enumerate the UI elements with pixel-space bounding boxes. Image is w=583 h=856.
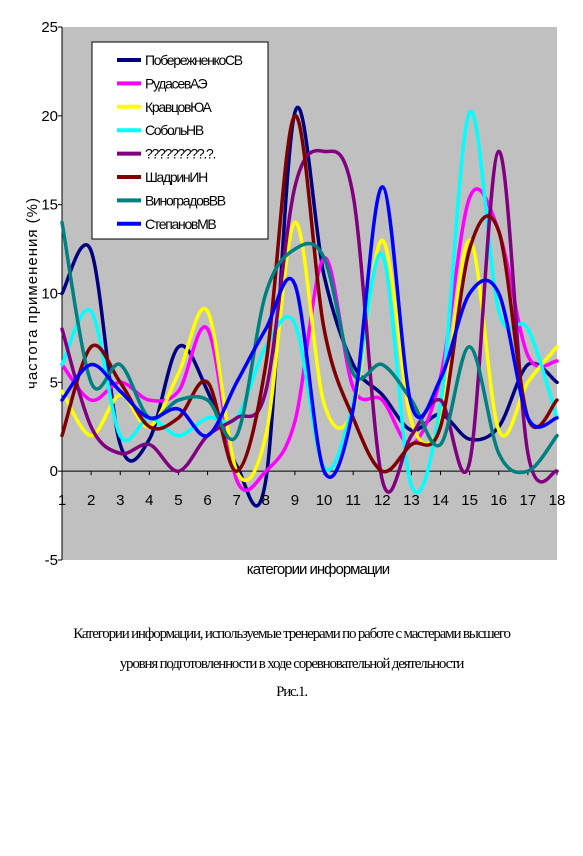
x-axis-title: категории информации xyxy=(247,561,390,578)
x-tick-label: 18 xyxy=(549,492,566,509)
x-tick-label: 2 xyxy=(87,492,95,509)
x-tick-label: 4 xyxy=(145,492,153,509)
series-line-5 xyxy=(60,148,559,494)
y-tick-label: 0 xyxy=(50,463,58,480)
x-tick-label: 6 xyxy=(203,492,211,509)
x-tick-label: 5 xyxy=(174,492,182,509)
legend-label: ПобережненкоСВ xyxy=(145,52,243,68)
y-tick-label: 15 xyxy=(41,197,58,214)
y-tick-label: 10 xyxy=(41,286,58,303)
series-line-3 xyxy=(60,220,559,483)
caption-line-1: Категории информации, используемые трене… xyxy=(73,626,511,642)
legend-box xyxy=(91,41,269,240)
x-tick-label: 11 xyxy=(345,492,361,509)
legend-label: СобольНВ xyxy=(145,122,204,138)
series-line-7 xyxy=(60,220,559,475)
x-tick-label: 3 xyxy=(116,492,124,509)
series-line-6 xyxy=(60,114,559,474)
legend-label: ?????????.?. xyxy=(145,146,215,162)
legend-label: ВиноградовВВ xyxy=(145,192,226,208)
legend: ПобережненкоСВ РудасевАЭ КравцовЮА СобольНВ… xyxy=(91,41,269,240)
y-tick-label: 20 xyxy=(41,108,58,125)
y-axis-title: частота применения (%) xyxy=(24,197,41,389)
legend-label: СтепановМВ xyxy=(145,216,216,232)
x-tick-label: 12 xyxy=(374,492,391,509)
x-tick-label: 16 xyxy=(490,492,507,509)
figure-label: Рис.1. xyxy=(276,684,308,700)
x-tick-label: 9 xyxy=(291,492,299,509)
series-lines xyxy=(60,106,559,508)
x-tick-label: 7 xyxy=(233,492,241,509)
caption-line-2: уровня подготовленности в ходе соревнова… xyxy=(119,656,465,672)
x-tick-label: 1 xyxy=(58,492,66,509)
series-line-1 xyxy=(60,106,559,508)
y-tick-label: 25 xyxy=(41,19,58,36)
x-tick-label: 15 xyxy=(461,492,478,509)
legend-label: КравцовЮА xyxy=(145,99,213,115)
y-tick-label: -5 xyxy=(45,552,58,569)
series-line-8 xyxy=(60,185,559,479)
x-tick-label: 13 xyxy=(403,492,420,509)
y-tick-label: 5 xyxy=(50,374,58,391)
x-tick-label: 8 xyxy=(262,492,270,509)
x-tick-labels: 1 2 3 4 5 6 7 8 9 10 11 12 13 14 15 16 17 18 xyxy=(58,492,566,509)
legend-label: РудасевАЭ xyxy=(145,75,208,91)
x-tick-label: 14 xyxy=(432,492,449,509)
legend-label: ШадринИН xyxy=(145,169,207,185)
x-tick-label: 17 xyxy=(520,492,537,509)
series-line-2 xyxy=(60,187,559,493)
y-axis: -5 0 5 10 15 20 25 xyxy=(41,19,63,569)
x-tick-label: 10 xyxy=(316,492,333,509)
